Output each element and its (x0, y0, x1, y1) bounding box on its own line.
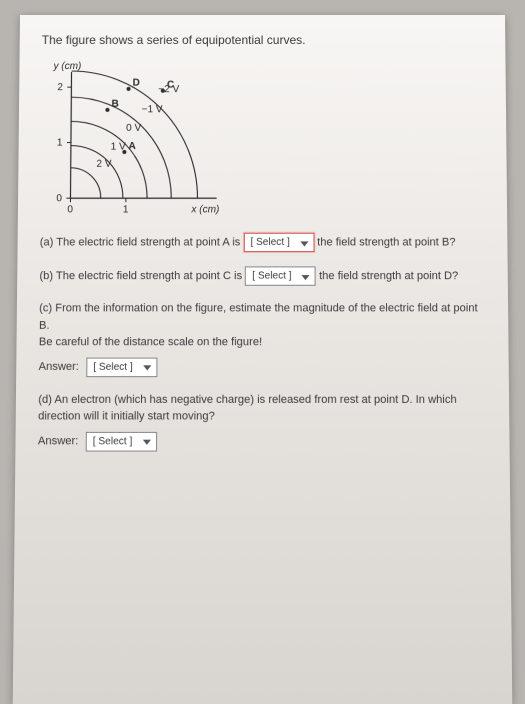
qa-pre: (a) The electric field strength at point… (40, 236, 241, 248)
svg-text:0: 0 (56, 193, 62, 204)
svg-text:C: C (167, 80, 174, 91)
question-a: (a) The electric field strength at point… (40, 233, 486, 252)
qb-post: the field strength at point D? (319, 270, 458, 282)
svg-text:0: 0 (67, 204, 73, 215)
svg-text:2: 2 (57, 82, 63, 93)
svg-text:x (cm): x (cm) (190, 204, 219, 215)
qd-select[interactable]: [ Select ] (86, 431, 157, 451)
svg-text:1: 1 (57, 137, 63, 148)
qc-line1: (c) From the information on the figure, … (39, 300, 486, 334)
qc-line2: Be careful of the distance scale on the … (39, 334, 486, 351)
question-d: (d) An electron (which has negative char… (38, 391, 487, 451)
svg-text:y (cm): y (cm) (52, 61, 81, 72)
qb-select[interactable]: [ Select ] (245, 266, 316, 285)
question-b: (b) The electric field strength at point… (39, 266, 485, 285)
question-c: (c) From the information on the figure, … (39, 300, 487, 377)
svg-text:−1 V: −1 V (142, 104, 163, 115)
qd-line1: (d) An electron (which has negative char… (38, 391, 487, 425)
svg-text:2 V: 2 V (96, 159, 112, 170)
qd-answer-label: Answer: (38, 435, 79, 447)
intro-text: The figure shows a series of equipotenti… (42, 33, 484, 47)
svg-text:D: D (133, 78, 140, 89)
qa-post: the field strength at point B? (317, 236, 455, 248)
qc-select[interactable]: [ Select ] (86, 357, 157, 377)
equipotential-figure: y (cm)x (cm)210012 V1 V0 V−1 V−2 VABCD (40, 57, 232, 218)
qc-answer-label: Answer: (39, 361, 79, 373)
svg-text:1: 1 (123, 204, 129, 215)
svg-text:B: B (111, 99, 118, 110)
qa-select[interactable]: [ Select ] (243, 233, 314, 252)
qb-pre: (b) The electric field strength at point… (39, 270, 242, 282)
svg-text:0 V: 0 V (126, 123, 141, 134)
svg-text:A: A (128, 141, 135, 152)
